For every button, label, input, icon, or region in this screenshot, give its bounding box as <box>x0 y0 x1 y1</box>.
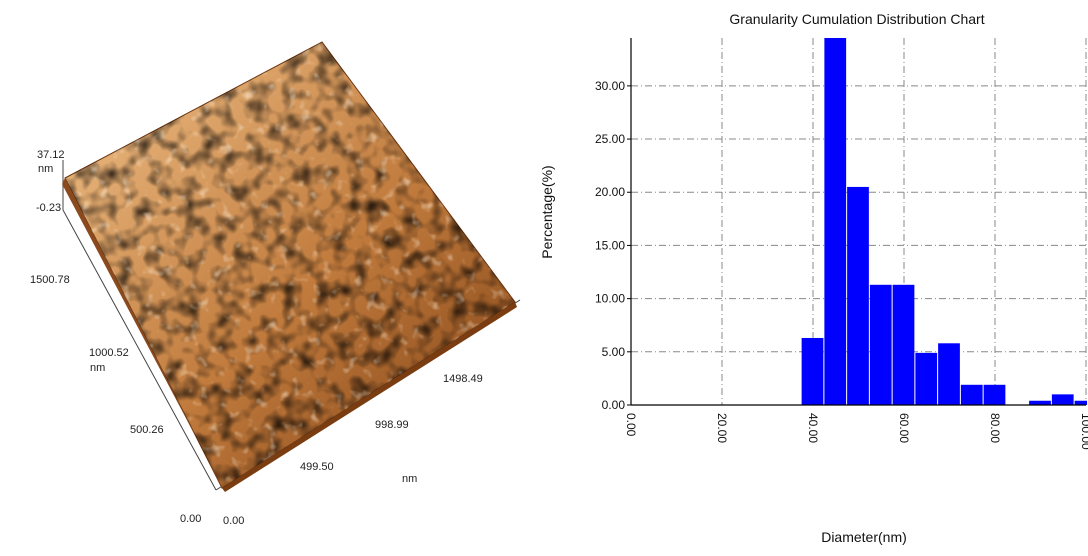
y-tick-label: 20.00 <box>595 185 625 199</box>
afm-x-label-0: 0.00 <box>223 515 244 527</box>
histogram-bar <box>869 284 892 405</box>
x-tick-label: 60.00 <box>897 413 911 443</box>
afm-z-unit: nm <box>38 163 53 175</box>
histogram-bar <box>847 186 869 405</box>
afm-y-axis <box>62 209 217 491</box>
y-tick-label: 25.00 <box>595 132 625 146</box>
histogram-bar <box>938 343 960 405</box>
afm-y-label-1500: 1500.78 <box>30 274 70 286</box>
chart-bars <box>801 38 1087 405</box>
histogram-chart: Granularity Cumulation Distribution Char… <box>539 11 1088 545</box>
y-tick-labels: 0.00 5.00 10.00 15.00 20.00 25.00 30.00 <box>595 79 625 412</box>
y-tick-label: 10.00 <box>595 292 625 306</box>
y-tick-label: 30.00 <box>595 79 625 93</box>
x-tick-label: 0.00 <box>624 413 638 437</box>
afm-x-label-500: 499.50 <box>300 461 334 473</box>
afm-x-label-1000: 998.99 <box>375 419 409 431</box>
histogram-bar <box>1074 400 1087 405</box>
x-tick-label: 20.00 <box>715 413 729 443</box>
y-tick-label: 0.00 <box>602 398 626 412</box>
histogram-bar <box>892 284 915 405</box>
histogram-bar <box>915 352 938 405</box>
y-axis-title: Percentage(%) <box>539 165 555 258</box>
afm-y-unit: nm <box>90 362 105 374</box>
histogram-bar <box>983 384 1006 405</box>
chart-title: Granularity Cumulation Distribution Char… <box>729 11 984 27</box>
histogram-bar <box>960 384 983 405</box>
histogram-bar <box>824 38 847 405</box>
histogram-bar <box>1029 400 1051 405</box>
afm-y-label-500: 500.26 <box>130 424 164 436</box>
chart-axes <box>627 38 1086 406</box>
x-tick-label: 100.00 <box>1079 413 1088 450</box>
afm-y-label-1000: 1000.52 <box>89 347 129 359</box>
afm-panel: 37.12 nm -0.23 1500.78 1000.52 nm 500.26… <box>30 41 521 527</box>
afm-z-label-bottom: -0.23 <box>36 202 61 214</box>
histogram-bar <box>1051 394 1074 405</box>
x-tick-label: 40.00 <box>806 413 820 443</box>
histogram-bar <box>801 337 824 405</box>
x-tick-label: 80.00 <box>988 413 1002 443</box>
afm-x-label-1500: 1498.49 <box>443 373 483 385</box>
y-tick-label: 15.00 <box>595 238 625 252</box>
afm-x-unit: nm <box>402 473 417 485</box>
y-tick-label: 5.00 <box>602 345 626 359</box>
x-axis-title: Diameter(nm) <box>821 529 907 545</box>
afm-z-label-top: 37.12 <box>37 149 65 161</box>
x-tick-labels: 0.00 20.00 40.00 60.00 80.00 100.00 <box>624 413 1088 450</box>
afm-surface <box>62 41 517 492</box>
afm-y-label-0: 0.00 <box>180 513 201 525</box>
